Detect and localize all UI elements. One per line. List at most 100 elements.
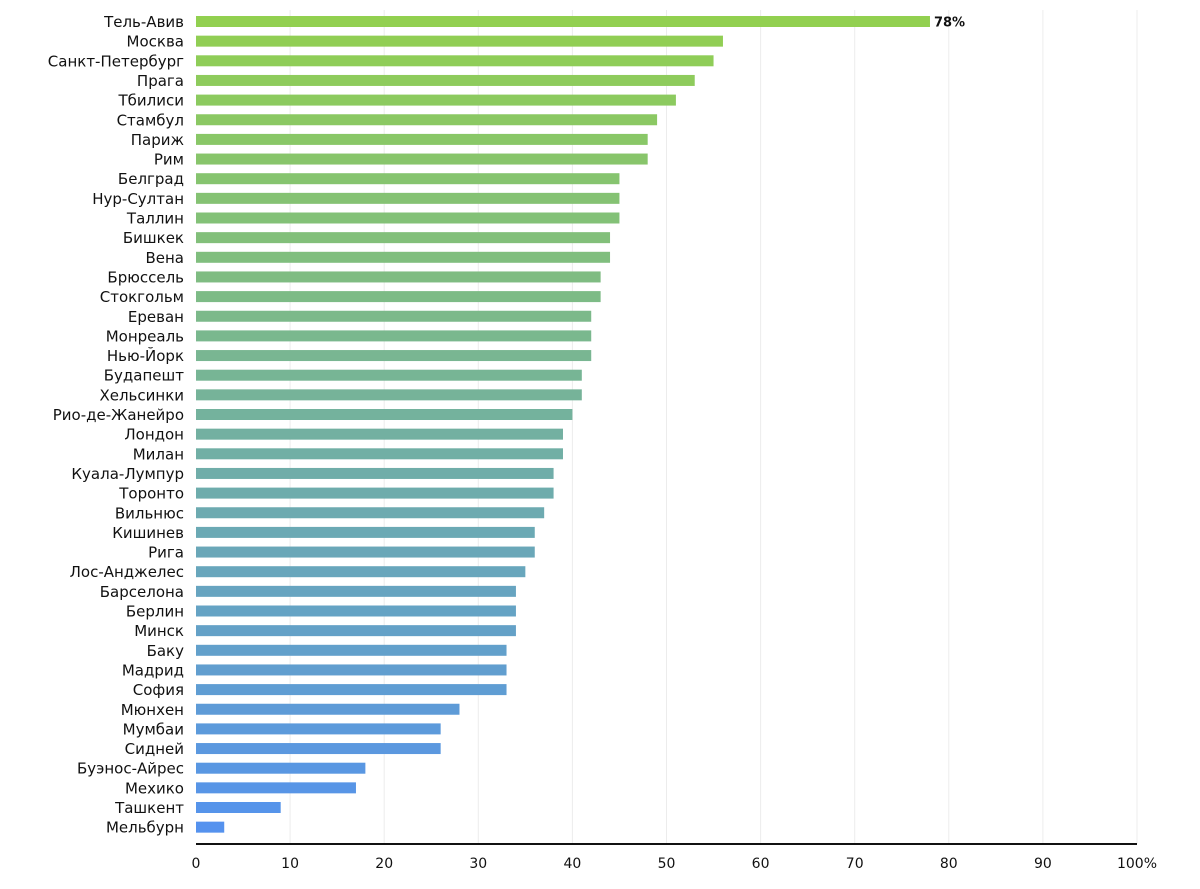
category-label: Тель-Авив bbox=[103, 13, 184, 31]
bar bbox=[196, 114, 658, 126]
bar bbox=[196, 605, 516, 617]
data-label-top-bar: 78% bbox=[934, 16, 965, 31]
x-tick-label: 10 bbox=[281, 856, 299, 872]
category-label: Мумбаи bbox=[123, 720, 184, 738]
bar bbox=[196, 526, 535, 538]
category-label: Тбилиси bbox=[118, 92, 185, 110]
bar bbox=[196, 664, 507, 676]
category-label: Лос-Анджелес bbox=[70, 563, 184, 581]
bar bbox=[196, 251, 611, 263]
category-label: Нью-Йорк bbox=[107, 346, 184, 365]
category-label: Стамбул bbox=[117, 111, 184, 129]
bar bbox=[196, 232, 611, 244]
bar bbox=[196, 625, 516, 637]
bar bbox=[196, 350, 592, 362]
x-axis-ticks: 0 10 20 30 40 50 60 70 80 90 100% bbox=[192, 856, 1157, 872]
category-label: Санкт-Петербург bbox=[48, 52, 184, 70]
bar bbox=[196, 291, 601, 303]
bar bbox=[196, 821, 225, 833]
x-tick-label: 70 bbox=[846, 856, 864, 872]
x-tick-label: 90 bbox=[1034, 856, 1052, 872]
gridlines bbox=[289, 10, 1138, 844]
category-label: Барселона bbox=[100, 583, 184, 601]
bar bbox=[196, 271, 601, 283]
bar bbox=[196, 684, 507, 696]
category-label: Рио-де-Жанейро bbox=[53, 406, 184, 424]
category-label: Куала-Лумпур bbox=[71, 465, 184, 483]
bar bbox=[196, 55, 714, 67]
category-label: Кишинев bbox=[112, 524, 184, 542]
bar bbox=[196, 192, 620, 204]
category-label: Будапешт bbox=[104, 367, 184, 385]
bar bbox=[196, 448, 563, 460]
category-label: Буэнос-Айрес bbox=[77, 760, 184, 778]
category-label: Мюнхен bbox=[121, 701, 184, 719]
x-tick-label: 100% bbox=[1117, 856, 1157, 872]
category-label: Мехико bbox=[125, 779, 184, 797]
category-label: Монреаль bbox=[106, 327, 184, 345]
bar bbox=[196, 703, 460, 715]
category-label: Вена bbox=[145, 249, 184, 267]
category-label: Нур-Султан bbox=[92, 190, 184, 208]
bars bbox=[196, 16, 930, 833]
category-label: Рига bbox=[148, 544, 184, 562]
category-label: Таллин bbox=[126, 210, 184, 228]
category-label: Брюссель bbox=[107, 268, 184, 286]
x-tick-label: 50 bbox=[658, 856, 676, 872]
bar bbox=[196, 133, 648, 145]
bar bbox=[196, 428, 563, 440]
bar bbox=[196, 310, 592, 322]
bar bbox=[196, 782, 356, 794]
bar bbox=[196, 743, 441, 755]
category-label: Ереван bbox=[128, 308, 184, 326]
category-label: Бишкек bbox=[123, 229, 184, 247]
category-label: Стокгольм bbox=[100, 288, 184, 306]
bar bbox=[196, 94, 676, 106]
category-label: Париж bbox=[131, 131, 184, 149]
x-tick-label: 60 bbox=[752, 856, 770, 872]
bar bbox=[196, 35, 723, 47]
category-label: Лондон bbox=[124, 426, 184, 444]
category-label: Хельсинки bbox=[99, 386, 184, 404]
x-tick-label: 80 bbox=[940, 856, 958, 872]
bar bbox=[196, 153, 648, 165]
bar bbox=[196, 507, 545, 519]
bar bbox=[196, 74, 695, 86]
category-label: Прага bbox=[137, 72, 184, 90]
bar bbox=[196, 723, 441, 735]
bar bbox=[196, 16, 930, 27]
bar bbox=[196, 173, 620, 185]
category-label: Вильнюс bbox=[115, 504, 184, 522]
category-label: Москва bbox=[127, 33, 184, 51]
category-label: София bbox=[133, 681, 184, 699]
bar bbox=[196, 566, 526, 578]
x-tick-label: 0 bbox=[192, 856, 201, 872]
bar bbox=[196, 389, 582, 401]
bar bbox=[196, 644, 507, 656]
bar bbox=[196, 467, 554, 479]
bar bbox=[196, 585, 516, 597]
category-label: Ташкент bbox=[114, 799, 184, 817]
x-tick-label: 40 bbox=[563, 856, 581, 872]
bar bbox=[196, 409, 573, 420]
x-tick-label: 20 bbox=[375, 856, 393, 872]
category-label: Белград bbox=[118, 170, 184, 188]
bar bbox=[196, 487, 554, 499]
category-label: Милан bbox=[133, 445, 184, 463]
bar bbox=[196, 212, 620, 224]
category-label: Мельбурн bbox=[106, 819, 184, 837]
bar bbox=[196, 330, 592, 342]
bar bbox=[196, 546, 535, 558]
bar bbox=[196, 762, 366, 774]
bar bbox=[196, 802, 281, 813]
category-label: Берлин bbox=[126, 603, 184, 621]
category-label: Сидней bbox=[125, 740, 184, 758]
category-label: Торонто bbox=[118, 485, 184, 503]
category-label: Рим bbox=[154, 151, 184, 169]
category-label: Баку bbox=[147, 642, 185, 660]
category-label: Минск bbox=[134, 622, 184, 640]
x-tick-label: 30 bbox=[469, 856, 487, 872]
bar bbox=[196, 369, 582, 381]
